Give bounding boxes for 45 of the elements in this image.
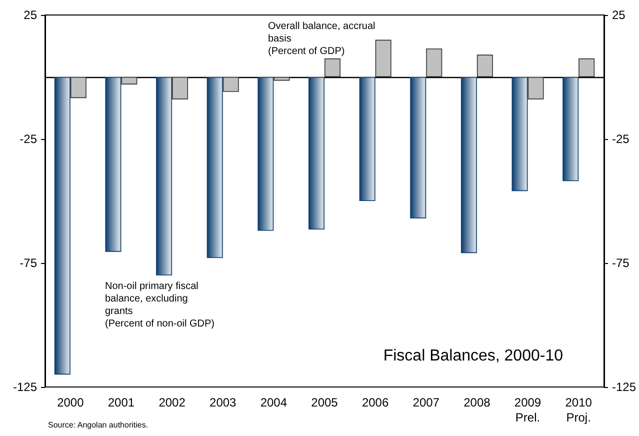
bar (359, 77, 376, 201)
bar (156, 77, 172, 276)
x-tick-label: 2003 (210, 396, 237, 410)
y-tick-label: -75 (20, 256, 38, 270)
bar (70, 77, 86, 98)
x-tick-label: 2001 (108, 396, 135, 410)
text: Fiscal Balances, 2000-10 (383, 348, 564, 364)
y2-tick-label: -75 (612, 256, 630, 270)
bar (410, 77, 426, 218)
y-tick-label: 25 (24, 8, 38, 22)
bar (528, 77, 544, 100)
bar (105, 77, 122, 252)
bar (476, 54, 493, 77)
y-tick-label: -125 (12, 380, 38, 394)
y2-tick-label: -125 (612, 380, 636, 394)
bar (258, 77, 274, 231)
bar (172, 77, 188, 100)
bar (426, 48, 442, 77)
x-tick-label: 2000 (57, 396, 84, 410)
x-tick-label: 2008 (464, 396, 491, 410)
bar (222, 77, 239, 92)
bar (375, 40, 392, 77)
bar (54, 77, 70, 375)
bar (512, 77, 528, 192)
x-tick-label: 2002 (158, 396, 186, 410)
bar (460, 77, 477, 254)
x-tick-label: 2010 Proj. (565, 396, 592, 424)
bar (121, 77, 138, 84)
bar (274, 77, 290, 81)
bar (206, 77, 223, 258)
x-tick-label: 2004 (260, 396, 288, 410)
source-note: Source: Angolan authorities. (48, 420, 148, 430)
y-tick-label: -25 (20, 132, 38, 146)
bar (324, 58, 340, 77)
y2-tick-label: -25 (612, 132, 630, 146)
bar (578, 58, 595, 77)
y2-tick-label: 25 (612, 8, 626, 22)
series-label: Overall balance, accrual basis (Percent of GDP) (268, 20, 378, 57)
x-tick-label: 2005 (311, 396, 338, 410)
bar (308, 77, 324, 230)
text: Non-oil primary fiscal balance, excluding grants (Percent of non-oil GDP) (105, 280, 214, 330)
x-tick-label: 2007 (412, 396, 440, 410)
x-tick-label: 2009 Prel. (514, 396, 542, 424)
x-tick-label: 2006 (362, 396, 389, 410)
bar (562, 77, 579, 182)
